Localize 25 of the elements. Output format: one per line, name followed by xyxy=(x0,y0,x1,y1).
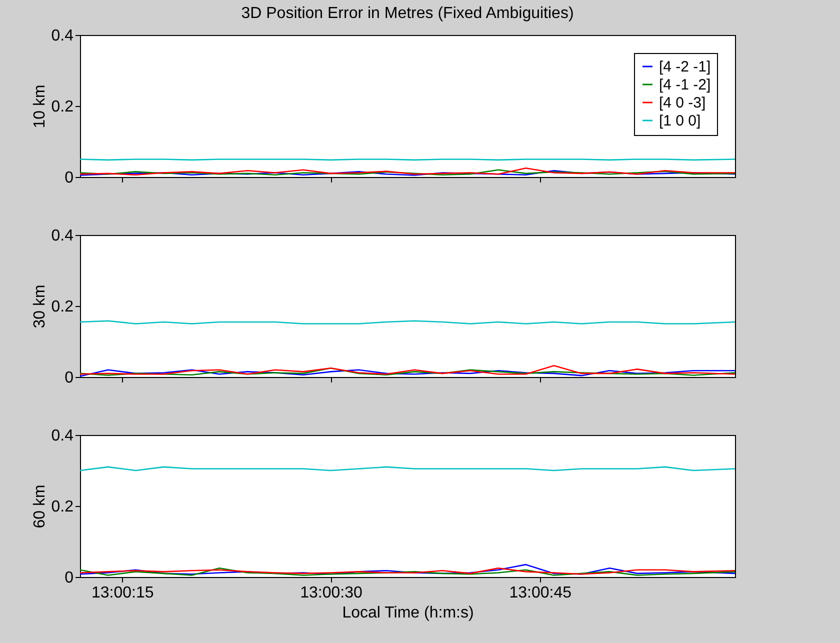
legend-label: [4 0 -3] xyxy=(659,94,706,112)
y-tick-label: 0.2 xyxy=(51,498,74,516)
legend-label: [4 -1 -2] xyxy=(659,76,711,94)
x-tick-label: 13:00:45 xyxy=(509,584,572,602)
y-tick-label: 0 xyxy=(64,570,74,586)
x-tick-label: 13:00:30 xyxy=(300,584,363,602)
legend-label: [4 -2 -1] xyxy=(659,58,711,76)
y-tick-label: 0.4 xyxy=(51,228,74,244)
y-tick-label: 0.2 xyxy=(51,98,74,116)
line-series xyxy=(80,364,735,375)
y-tick-label: 0 xyxy=(64,170,74,186)
y-tick-label: 0 xyxy=(64,370,74,386)
x-axis-title: Local Time (h:m:s) xyxy=(342,604,474,622)
y-axis-title: 60 km xyxy=(31,484,48,528)
line-series xyxy=(80,369,735,377)
y-axis-title: 10 km xyxy=(31,84,48,128)
y-axis-title: 30 km xyxy=(31,284,48,328)
legend-label: [1 0 0] xyxy=(659,112,701,130)
chart-title: 3D Position Error in Metres (Fixed Ambiguities) xyxy=(241,5,574,22)
line-series xyxy=(80,367,735,376)
y-tick-label: 0.4 xyxy=(51,428,74,444)
y-tick-label: 0.4 xyxy=(51,28,74,44)
line-series xyxy=(80,167,735,176)
y-tick-label: 0.2 xyxy=(51,298,74,316)
x-tick-label: 13:00:15 xyxy=(91,584,154,602)
